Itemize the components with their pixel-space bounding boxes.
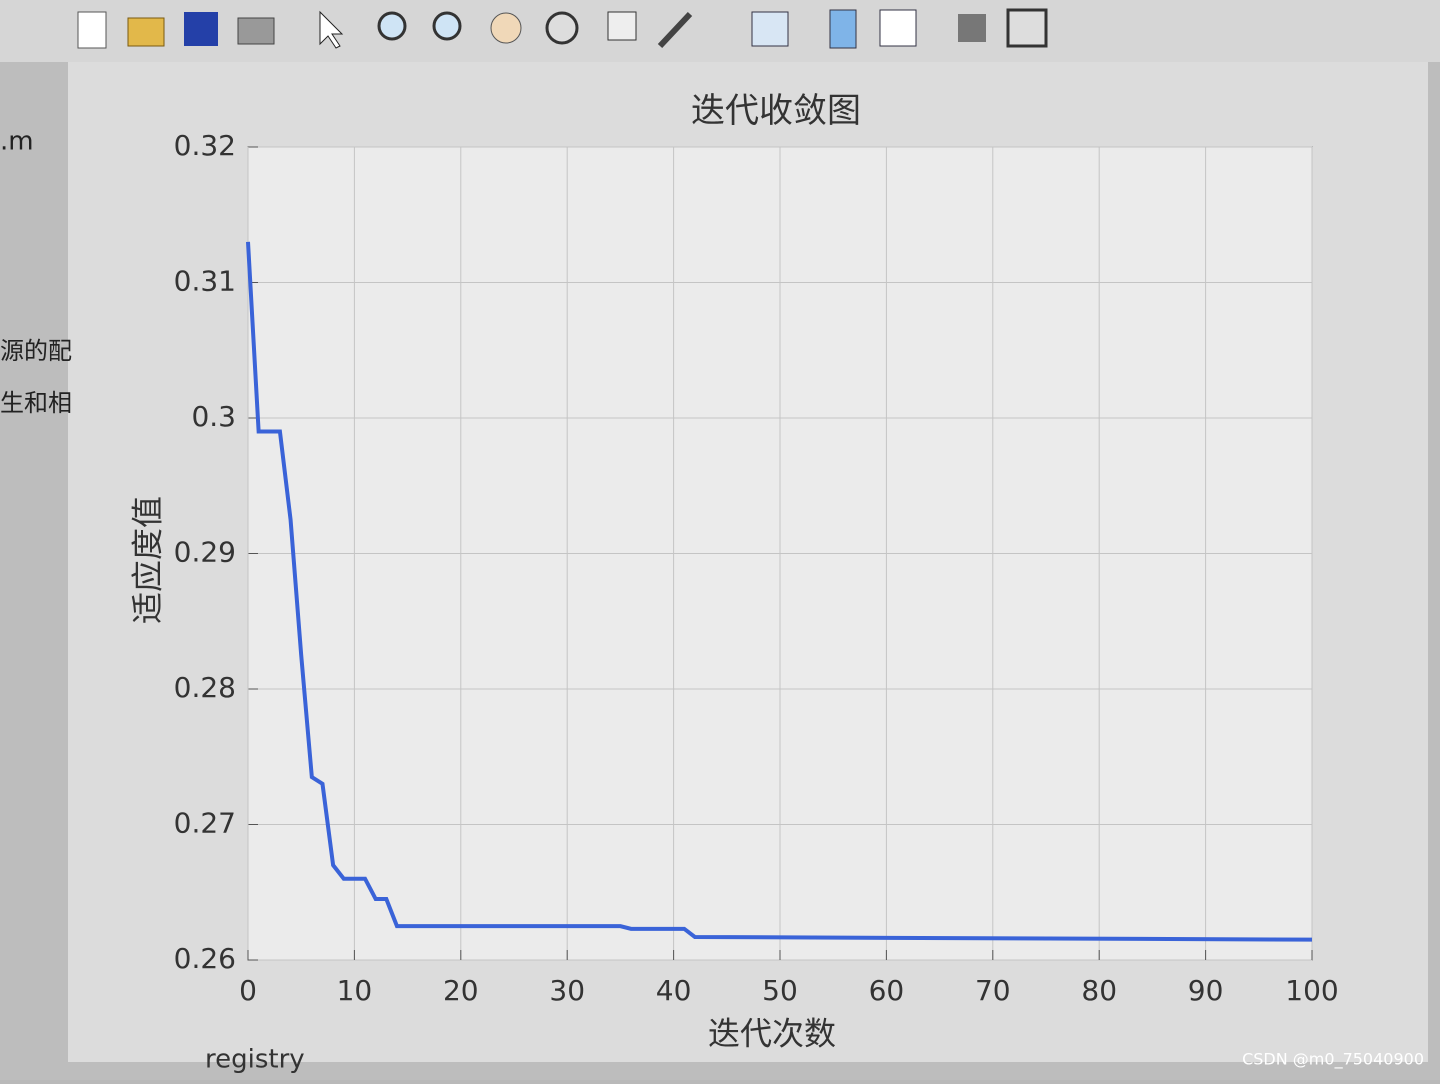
- y-tick-label: 0.3: [191, 400, 236, 433]
- y-tick-label: 0.31: [174, 265, 236, 298]
- y-tick-label: 0.29: [174, 536, 236, 569]
- toolbar-icons: [77, 8, 1048, 49]
- x-tick-label: 50: [762, 974, 798, 1007]
- x-tick-label: 10: [337, 974, 373, 1007]
- data-line: [246, 241, 1313, 942]
- x-tick-label: 70: [975, 974, 1011, 1007]
- x-tick-label: 60: [869, 974, 905, 1007]
- watermark: CSDN @m0_75040900: [1242, 1050, 1424, 1070]
- y-tick-label: 0.28: [174, 671, 236, 704]
- side-text: .m: [0, 127, 34, 157]
- footer-text: registry: [205, 1045, 305, 1075]
- side-text: 生和相: [0, 389, 72, 417]
- x-tick-label: 80: [1081, 974, 1117, 1007]
- x-tick-label: 100: [1285, 974, 1338, 1007]
- x-tick-label: 40: [656, 974, 692, 1007]
- x-tick-label: 30: [549, 974, 585, 1007]
- x-tick-label: 0: [239, 974, 257, 1007]
- y-tick-label: 0.26: [174, 942, 236, 975]
- x-tick-label: 90: [1188, 974, 1224, 1007]
- y-tick-label: 0.32: [174, 129, 236, 162]
- side-text: 源的配: [0, 337, 72, 365]
- y-axis-label: 适应度值: [129, 496, 167, 624]
- x-tick-label: 20: [443, 974, 479, 1007]
- y-tick-label: 0.27: [174, 807, 236, 840]
- chart-title: 迭代收敛图: [691, 91, 861, 131]
- x-axis-label: 迭代次数: [708, 1015, 836, 1053]
